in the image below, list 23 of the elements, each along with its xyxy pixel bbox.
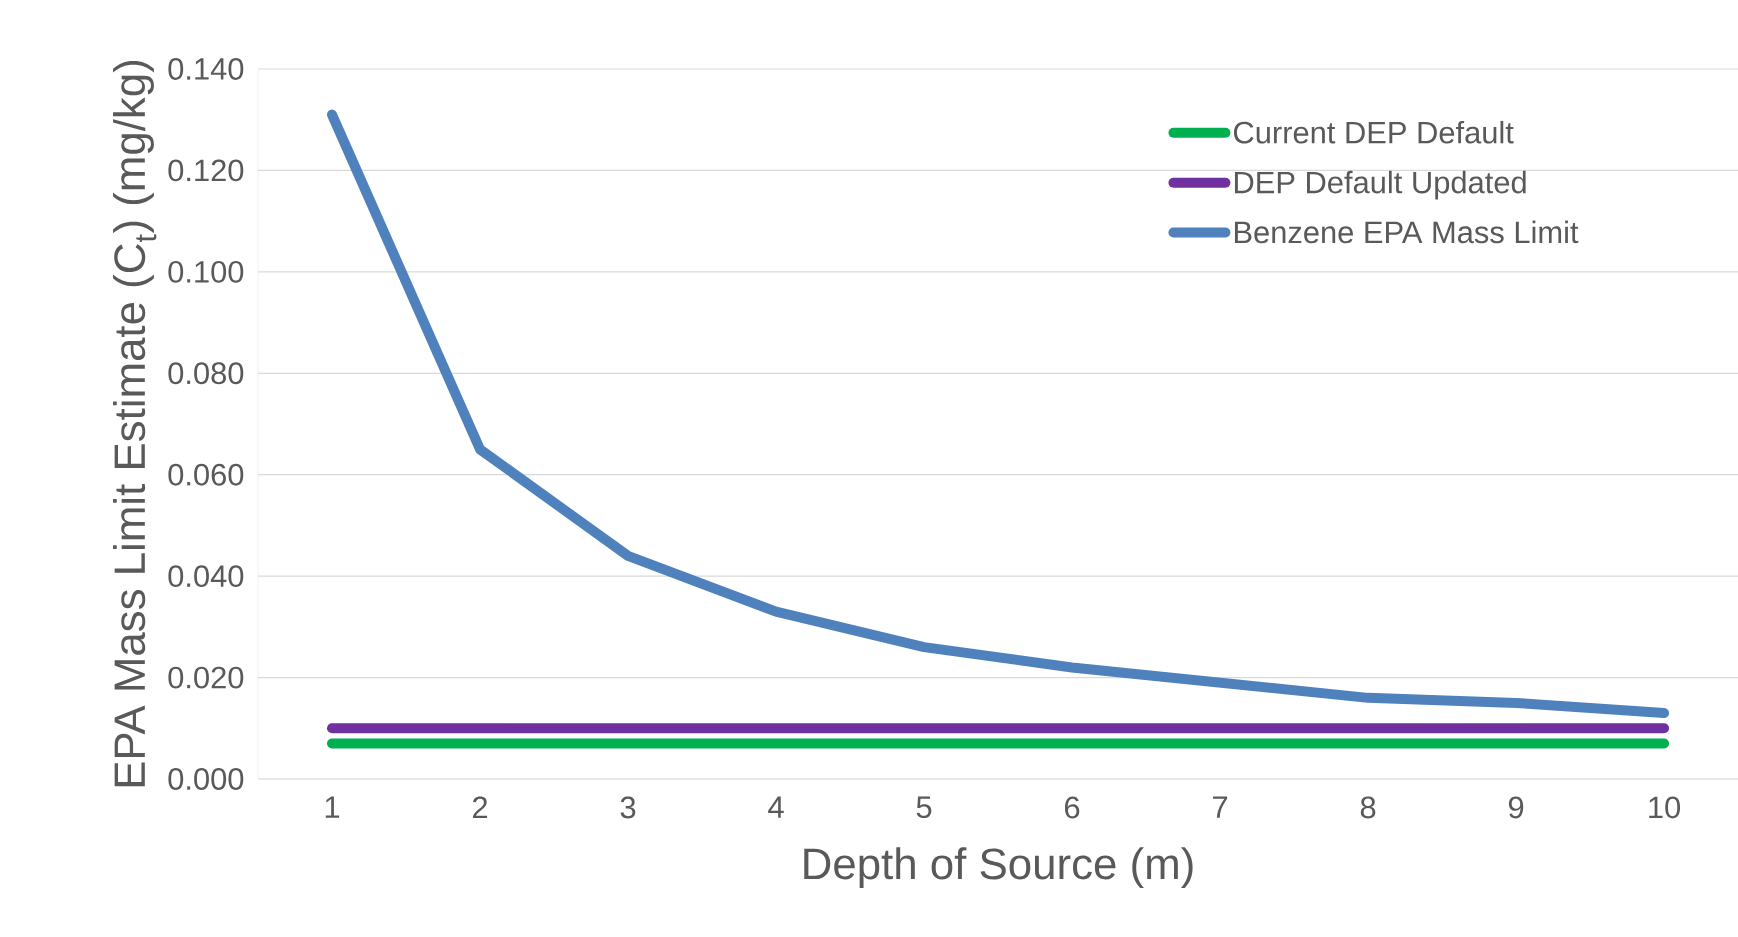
x-axis-title: Depth of Source (m) [804,847,1193,889]
x-tick-label: 9 [1508,796,1524,819]
y-tick-label: 0.100 [168,260,244,283]
x-tick-label: 1 [325,796,340,818]
legend-label: Benzene EPA Mass Limit [1234,220,1579,244]
y-tick-label: 0.080 [168,362,244,385]
x-tick-label: 8 [1360,796,1376,819]
legend-label: Current DEP Default [1234,120,1514,144]
x-tick-label: 6 [1065,796,1080,819]
x-tick-label: 7 [1213,796,1228,818]
x-tick-label: 10 [1649,796,1681,819]
legend-label: DEP Default Updated [1234,170,1526,200]
y-tick-label: 0.020 [168,666,244,689]
y-tick-label: 0.000 [168,768,244,790]
y-tick-label: 0.140 [168,58,244,80]
y-tick-label: 0.040 [168,565,244,588]
x-tick-label: 5 [916,796,932,819]
y-tick-label: 0.120 [168,159,244,182]
x-tick-label: 4 [768,796,784,818]
x-tick-label: 2 [472,796,488,819]
y-axis-title: EPA Mass Limit Estimate (C$_{t}$) (mg/kg) [113,60,157,787]
x-tick-label: 3 [620,796,636,819]
y-tick-label: 0.060 [168,463,244,486]
